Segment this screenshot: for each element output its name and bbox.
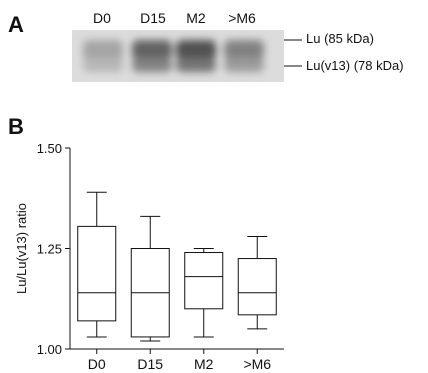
lane-label-d15: D15 — [140, 10, 166, 26]
y-tick-label: 1.00 — [37, 342, 62, 357]
y-tick-label: 1.25 — [37, 242, 62, 257]
blot-band-lower — [132, 58, 172, 72]
box-body — [237, 258, 277, 316]
y-axis-label: Lu/Lu(v13) ratio — [14, 203, 29, 294]
box-d15 — [130, 215, 170, 342]
blot-band-upper — [83, 40, 123, 60]
blot-band-upper — [224, 40, 264, 60]
blot-band-upper — [132, 40, 172, 60]
western-blot — [72, 30, 284, 82]
lane-label-m2: M2 — [186, 10, 206, 26]
x-tick-label: D0 — [88, 356, 106, 372]
blot-bands — [83, 40, 264, 72]
box-body — [77, 225, 117, 322]
y-tick-label: 1.50 — [37, 141, 62, 156]
panel-b-letter: B — [8, 114, 24, 139]
box-m2 — [184, 248, 224, 338]
band-label-lu: Lu (85 kDa) — [306, 31, 374, 46]
blot-band-upper — [176, 40, 216, 60]
x-tick-label: >M6 — [243, 356, 271, 372]
blot-band-lower — [83, 58, 123, 72]
x-tick-label: M2 — [194, 356, 214, 372]
box-plot: 1.00 1.25 1.50 Lu/Lu(v13) ratio D0 D15 M2 >M6 — [14, 141, 284, 372]
box-body — [184, 252, 224, 310]
x-tick-label: D15 — [137, 356, 163, 372]
blot-band-lower — [224, 58, 264, 72]
blot-band-lower — [176, 58, 216, 72]
lane-label-d0: D0 — [93, 10, 111, 26]
box-m6 — [237, 235, 277, 330]
box-d0 — [77, 191, 117, 338]
band-label-luv13: Lu(v13) (78 kDa) — [306, 58, 404, 73]
lane-label-m6: >M6 — [228, 10, 256, 26]
panel-a-letter: A — [8, 12, 24, 37]
